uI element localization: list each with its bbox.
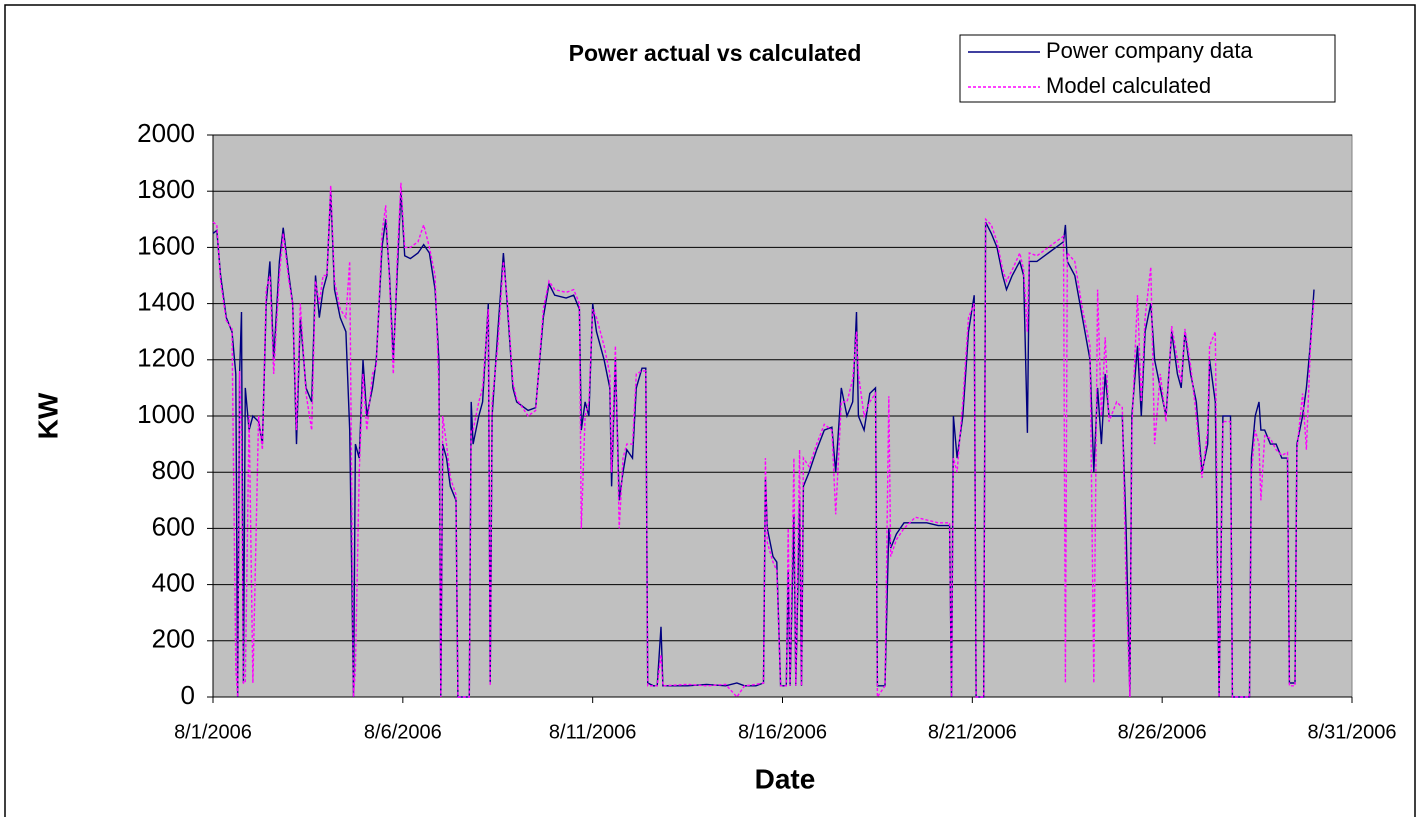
y-tick-label: 200	[152, 624, 195, 654]
x-tick-label: 8/16/2006	[738, 721, 827, 743]
y-tick-label: 1200	[137, 343, 195, 373]
chart-title: Power actual vs calculated	[569, 40, 862, 66]
y-tick-label: 800	[152, 455, 195, 485]
x-tick-label: 8/6/2006	[364, 721, 442, 743]
y-tick-label: 600	[152, 511, 195, 541]
y-tick-label: 1400	[137, 286, 195, 316]
legend-label: Power company data	[1046, 38, 1253, 63]
x-tick-label: 8/26/2006	[1118, 721, 1207, 743]
x-tick-label: 8/1/2006	[174, 721, 252, 743]
series-line	[212, 182, 1315, 700]
y-axis-title: KW	[32, 392, 63, 439]
y-tick-label: 1600	[137, 230, 195, 260]
x-axis-title: Date	[755, 763, 816, 794]
x-tick-label: 8/11/2006	[549, 721, 637, 743]
y-tick-label: 2000	[137, 118, 195, 148]
legend	[959, 34, 1336, 103]
y-tick-label: 400	[152, 567, 195, 597]
y-tick-label: 0	[181, 680, 195, 710]
x-tick-label: 8/31/2006	[1308, 721, 1397, 743]
y-tick-label: 1800	[137, 174, 195, 204]
x-tick-label: 8/21/2006	[928, 721, 1017, 743]
legend-label: Model calculated	[1046, 73, 1211, 98]
y-tick-label: 1000	[137, 399, 195, 429]
